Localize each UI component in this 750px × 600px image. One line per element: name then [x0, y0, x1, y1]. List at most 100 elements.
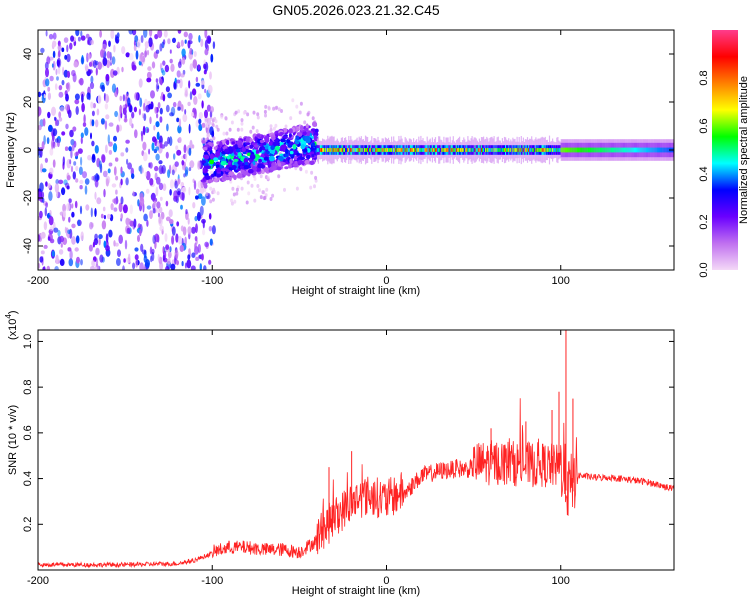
spectrogram-cell: [255, 129, 259, 134]
spectrogram-cell: [267, 163, 271, 168]
spectrogram-cell: [447, 148, 449, 152]
spectrogram-cell: [263, 162, 268, 166]
spectrogram-cell: [240, 118, 244, 123]
spectrogram-cell: [62, 66, 65, 76]
spectrogram-cell: [263, 167, 270, 173]
spectrogram-cell: [244, 161, 249, 166]
spectrogram-cell: [489, 148, 491, 152]
spectrogram-cell: [224, 116, 228, 121]
spectrogram-cell: [652, 147, 654, 153]
spectrogram-cell: [170, 263, 176, 270]
spectrogram-cell: [486, 148, 488, 152]
spectrogram-cell: [112, 70, 118, 76]
spectrogram-cell: [211, 173, 215, 178]
spectrogram-cell: [128, 30, 134, 35]
spectrogram-cell: [122, 94, 126, 102]
spectrogram-cell: [477, 148, 479, 152]
spectrogram-cell: [49, 148, 54, 156]
spectrogram-cell: [431, 148, 433, 152]
spectrogram-cell: [654, 147, 656, 153]
spectrogram-cell: [266, 175, 270, 180]
spectrogram-cell: [249, 153, 256, 160]
spectrogram-cell: [54, 138, 59, 143]
spectrogram-cell: [577, 147, 579, 153]
spectrogram-cell: [175, 233, 179, 243]
spectrogram-cell: [149, 162, 153, 169]
spectrogram-cell: [665, 147, 667, 153]
spectrogram-cell: [500, 148, 502, 152]
spectrogram-cell: [626, 147, 628, 153]
spectrogram-cell: [103, 188, 106, 198]
spectrogram-cell: [52, 50, 56, 59]
spectrogram-cell: [444, 148, 446, 152]
spectrogram-cell: [580, 147, 582, 153]
spectrogram-cell: [196, 211, 201, 222]
spectrogram-cell: [267, 106, 271, 111]
spectrogram-cell: [224, 148, 230, 153]
spectrogram-cell: [607, 147, 609, 153]
spectrogram-cell: [202, 147, 208, 151]
spectrogram-cell: [461, 148, 463, 152]
spectrogram-cell: [263, 109, 267, 114]
spectrogram-cell: [446, 148, 448, 152]
spectrogram-cell: [176, 149, 182, 156]
spectrogram-cell: [188, 80, 191, 89]
spectrogram-cell: [141, 249, 147, 255]
spectrogram-cell: [208, 213, 212, 220]
spectrogram-cell: [208, 225, 213, 232]
spectrogram-cell: [406, 148, 408, 152]
spectrogram-cell: [585, 147, 587, 153]
spectrogram-cell: [197, 64, 201, 71]
spectrogram-cell: [514, 148, 516, 152]
spectrogram-cell: [92, 102, 96, 109]
spectrogram-cell: [134, 254, 139, 261]
spectrogram-cell: [182, 226, 187, 236]
spectrogram-cell: [94, 191, 97, 200]
spectrogram-cell: [105, 233, 109, 243]
spectrogram-cell: [419, 148, 421, 152]
spectrogram-cell: [519, 148, 521, 152]
spectrogram-cell: [424, 148, 426, 152]
spectrogram-cell: [648, 147, 650, 153]
spectrogram-cell: [597, 147, 599, 153]
snr-ylabel: SNR (10 * v/v): [7, 405, 19, 475]
spectrogram-cell: [152, 136, 157, 143]
spectrogram-cell: [222, 131, 226, 136]
spectrogram-cell: [134, 92, 139, 101]
spectrogram-cell: [442, 148, 444, 152]
spectrogram-cell: [73, 140, 77, 148]
spectrogram-cell: [46, 265, 51, 270]
spectrogram-cell: [104, 103, 109, 110]
spectrogram-cell: [48, 33, 54, 40]
spectrogram-cell: [280, 144, 287, 149]
spectrogram-cell: [108, 229, 113, 238]
spectrogram-cell: [440, 148, 442, 152]
spectrogram-cell: [293, 156, 298, 160]
spectrogram-cell: [272, 106, 276, 111]
spectrogram-cell: [506, 148, 508, 152]
spectrogram-cell: [393, 148, 395, 152]
spectrogram-cell: [103, 240, 107, 248]
spectrogram-cell: [331, 148, 333, 152]
spectrogram-cell: [338, 148, 340, 152]
spectrogram-cell: [113, 44, 116, 53]
spectrogram-cell: [494, 148, 496, 152]
spectrogram-cell: [430, 148, 432, 152]
spectrogram-cell: [80, 132, 84, 139]
spectrogram-cell: [58, 249, 64, 255]
snr-scale-label: (x104): [4, 310, 19, 340]
spectrogram-cell: [155, 186, 159, 197]
spectrogram-cell: [176, 70, 181, 78]
spectrogram-cell: [318, 148, 321, 152]
spectrogram-cell: [541, 148, 543, 152]
spectrogram-cell: [192, 202, 196, 209]
spectrogram-cell: [55, 68, 58, 76]
spectrogram-cell: [99, 254, 104, 263]
spectrogram-cell: [211, 123, 215, 128]
spectrogram-cell: [138, 78, 143, 88]
spectrogram-cell: [230, 198, 233, 203]
spectrogram-cell: [77, 36, 81, 42]
spectrogram-cell: [74, 99, 80, 105]
spectrogram-cell: [420, 148, 422, 152]
spectrogram-cell: [177, 41, 181, 48]
